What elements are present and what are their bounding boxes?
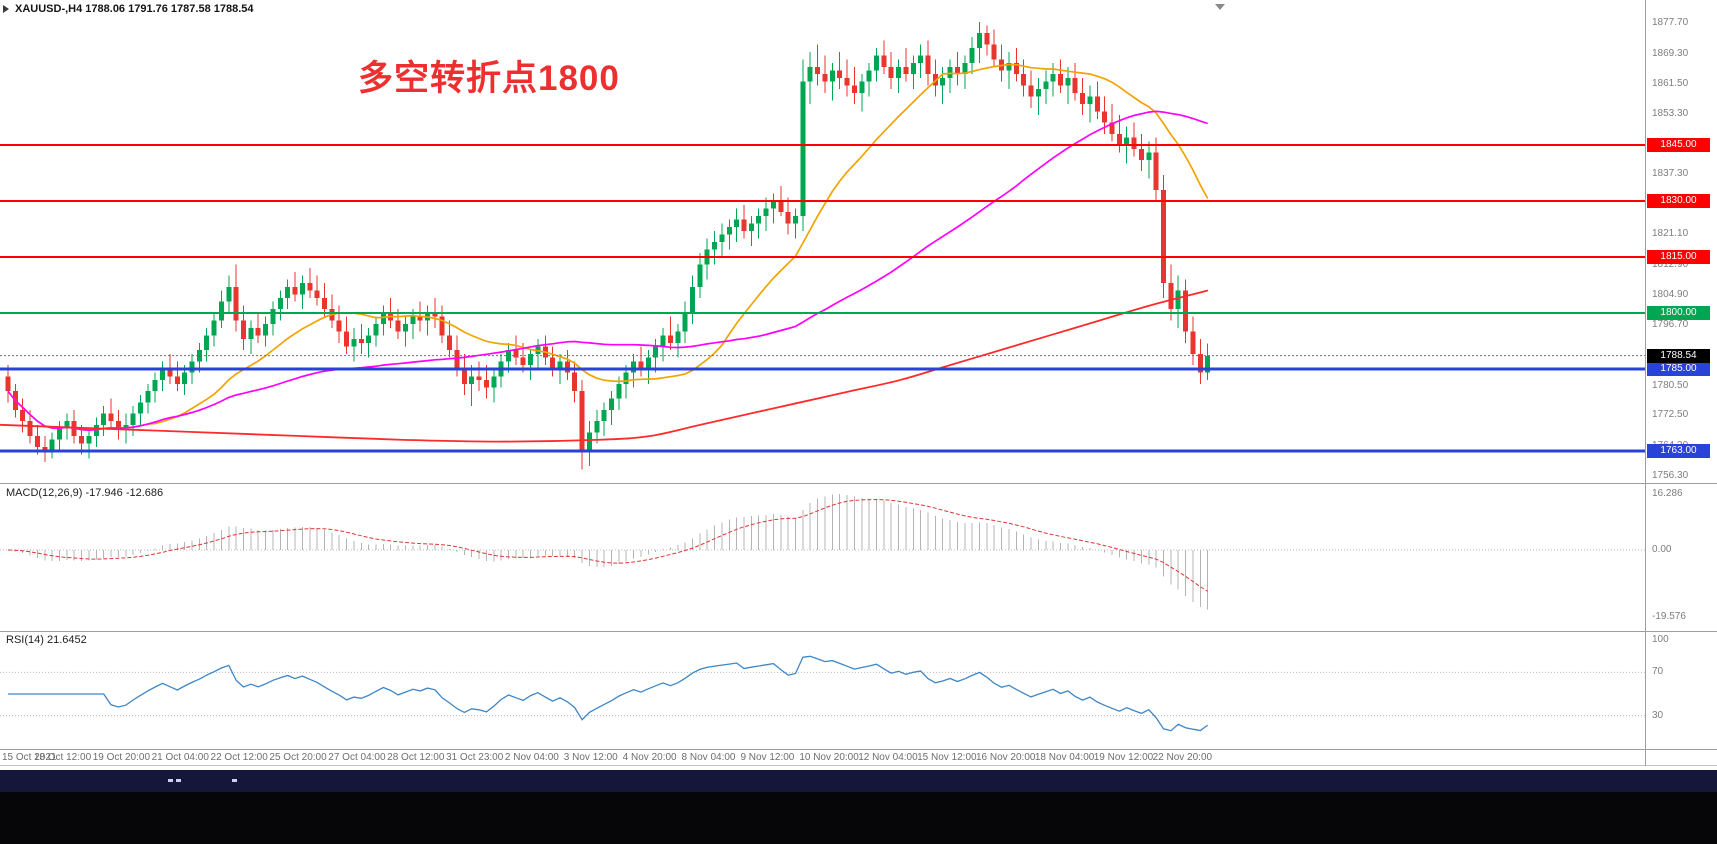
time-axis-label: 22 Nov 20:00 xyxy=(1152,752,1213,763)
macd-signal-line xyxy=(7,498,1208,592)
ma-slow-line xyxy=(0,289,1209,443)
price-tick-label: 1837.30 xyxy=(1652,167,1689,179)
time-axis-label: 18 Nov 04:00 xyxy=(1034,752,1095,763)
price-level-badge-1785: 1785.00 xyxy=(1647,361,1710,376)
rsi-line xyxy=(8,655,1209,732)
time-axis-label: 8 Nov 04:00 xyxy=(681,752,736,763)
time-axis-label: 27 Oct 04:00 xyxy=(328,752,386,763)
price-tick-label: 1756.30 xyxy=(1652,469,1689,481)
time-axis-label: 10 Nov 20:00 xyxy=(799,752,859,763)
price-level-badge-1815: 1815.00 xyxy=(1647,249,1710,264)
time-axis-label: 2 Nov 04:00 xyxy=(504,752,559,763)
time-axis-label: 12 Nov 04:00 xyxy=(858,752,918,763)
one-click-trading-icon[interactable] xyxy=(3,5,9,13)
macd-scale-label: 16.286 xyxy=(1652,487,1683,499)
price-tick-label: 1861.50 xyxy=(1652,77,1689,89)
time-axis-label: 18 Oct 12:00 xyxy=(33,752,92,763)
main-price-pane[interactable] xyxy=(0,22,1211,470)
price-tick-label: 1772.50 xyxy=(1652,409,1689,421)
time-axis-label: 15 Oct 2021 xyxy=(2,752,57,763)
bid-price-badge: 1788.54 xyxy=(1647,348,1710,363)
price-tick-label: 1780.50 xyxy=(1652,379,1689,391)
price-level-badge-1763: 1763.00 xyxy=(1647,443,1710,458)
rsi-scale-label: 70 xyxy=(1652,666,1664,678)
price-tick-label: 1796.70 xyxy=(1652,319,1689,331)
time-axis-label: 28 Oct 12:00 xyxy=(387,752,445,763)
time-axis-label: 31 Oct 23:00 xyxy=(446,752,504,763)
time-axis-label: 15 Nov 12:00 xyxy=(917,752,977,763)
time-axis-label: 19 Oct 20:00 xyxy=(92,752,151,763)
taskbar-item-mark xyxy=(168,779,173,782)
price-tick-label: 1853.30 xyxy=(1652,108,1689,120)
price-tick-label: 1804.90 xyxy=(1652,288,1689,300)
macd-scale-label: 0.00 xyxy=(1652,544,1672,555)
price-tick-label: 1877.70 xyxy=(1652,17,1689,29)
price-tick-label: 1869.30 xyxy=(1652,48,1689,60)
price-level-badge-1830: 1830.00 xyxy=(1647,194,1710,209)
taskbar-strip xyxy=(0,770,1717,792)
time-axis-label: 25 Oct 20:00 xyxy=(269,752,327,763)
time-axis[interactable]: 15 Oct 2021 18 Oct 12:00 19 Oct 20:00 21 Oc… xyxy=(0,750,1645,766)
chart-annotation-text[interactable]: 多空转折点1800 xyxy=(358,59,620,98)
macd-scale-label: -19.576 xyxy=(1652,611,1686,623)
time-axis-label: 21 Oct 04:00 xyxy=(151,752,209,763)
rsi-scale-label: 30 xyxy=(1652,709,1664,721)
desktop-strip xyxy=(0,792,1717,844)
ma-mid-line xyxy=(7,110,1208,431)
rsi-pane[interactable] xyxy=(8,655,1209,732)
price-axis[interactable]: 1877.70 1869.30 1861.50 1853.30 1837.30 1821.… xyxy=(1646,0,1717,766)
time-axis-label: 4 Nov 20:00 xyxy=(622,752,677,763)
time-axis-label: 22 Oct 12:00 xyxy=(210,752,268,763)
time-axis-label: 16 Nov 20:00 xyxy=(975,752,1036,763)
taskbar-item-mark xyxy=(176,779,181,782)
price-tick-label: 1812.90 xyxy=(1652,258,1689,270)
macd-indicator-label: MACD(12,26,9) -17.946 -12.686 xyxy=(6,487,164,499)
chart-shift-marker[interactable] xyxy=(1215,4,1225,10)
symbol-ohlc-text: XAUUSD-,H4 1788.06 1791.76 1787.58 1788.… xyxy=(15,3,254,15)
time-axis-label: 9 Nov 12:00 xyxy=(740,752,795,763)
rsi-indicator-label: RSI(14) 21.6452 xyxy=(6,634,87,646)
macd-pane[interactable] xyxy=(7,493,1209,610)
time-axis-label: 3 Nov 12:00 xyxy=(563,752,618,763)
chart-canvas[interactable] xyxy=(0,0,1717,766)
price-tick-label: 1821.10 xyxy=(1652,228,1689,240)
taskbar-item-mark xyxy=(232,779,237,782)
rsi-scale-label: 100 xyxy=(1652,634,1669,645)
symbol-ohlc-readout: XAUUSD-,H4 1788.06 1791.76 1787.58 1788.… xyxy=(3,3,254,15)
price-level-badge-1800: 1800.00 xyxy=(1647,305,1710,320)
ma-fast-line xyxy=(7,63,1209,431)
time-axis-label: 19 Nov 12:00 xyxy=(1093,752,1154,763)
price-level-badge-1845: 1845.00 xyxy=(1647,138,1710,153)
